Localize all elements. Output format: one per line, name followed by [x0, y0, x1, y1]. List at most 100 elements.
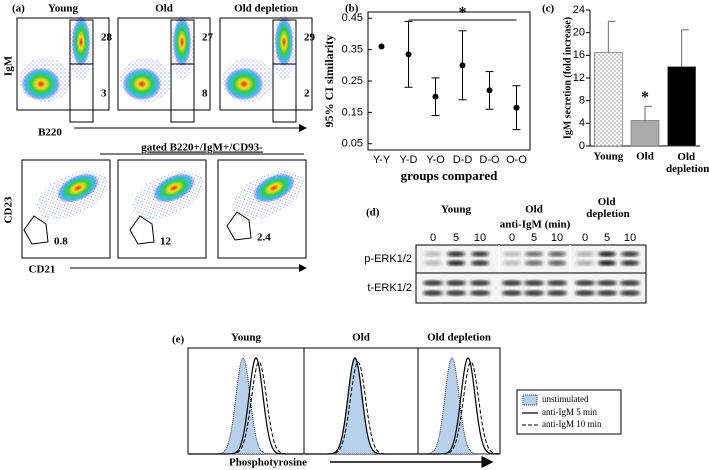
band [470, 290, 490, 296]
x-tick-label: Y-D [400, 154, 418, 166]
band [446, 290, 466, 296]
band [548, 251, 566, 257]
group-title: Old [352, 332, 370, 344]
band [502, 280, 522, 286]
cell-density [57, 173, 99, 203]
cell-density [253, 173, 295, 203]
panel-label: (a) [12, 3, 25, 15]
band [620, 290, 640, 296]
y-tick-label: 0.25 [342, 75, 363, 87]
bar [667, 66, 696, 147]
band [447, 260, 465, 266]
point [513, 104, 520, 111]
y-tick-label: 8 [579, 95, 585, 107]
histogram-unstimulated [305, 357, 417, 455]
band [598, 260, 616, 266]
flow-plot [16, 16, 110, 123]
y-tick-label: 16 [573, 49, 585, 61]
x-tick-label: Young [593, 151, 623, 163]
cell-density [72, 18, 90, 66]
band [597, 280, 617, 286]
y-tick-label: 4 [579, 117, 585, 129]
y-tick-label: 20 [573, 27, 585, 39]
treatment-label: anti-IgM (min) [500, 219, 571, 231]
band [576, 251, 594, 257]
group-title: Old [525, 204, 543, 216]
band [471, 251, 489, 257]
gate-value: 8 [202, 88, 208, 100]
band [547, 280, 567, 286]
y-tick-label: 0.35 [342, 44, 363, 56]
band [503, 260, 521, 266]
cell-density [123, 68, 161, 100]
gate [170, 19, 195, 123]
band [548, 260, 566, 266]
y-axis-label: 95% CI similarity [322, 35, 336, 128]
significance: * [459, 5, 467, 22]
point [486, 87, 493, 94]
lane-label: 0 [582, 232, 588, 244]
x-tick-label: D-D [453, 154, 473, 166]
lane-label: 5 [531, 232, 537, 244]
bar [594, 52, 623, 147]
legend-swatch [522, 394, 538, 406]
band [597, 290, 617, 296]
group-title: Old depletion [586, 196, 629, 220]
band [446, 280, 466, 286]
gate-value: 12 [160, 236, 172, 248]
flow-plot [21, 159, 111, 259]
point [432, 93, 439, 100]
gate-value: 28 [101, 32, 113, 44]
y-tick-label: 0.45 [342, 12, 363, 24]
gate-value: 3 [101, 88, 107, 100]
x-tick-label: Old [636, 151, 654, 163]
cell-density [225, 68, 263, 100]
gate [226, 211, 252, 241]
point [378, 43, 385, 50]
band [423, 280, 443, 286]
point [405, 51, 412, 58]
band [525, 251, 543, 257]
x-tick-label: D-O [479, 154, 500, 166]
gate-value: 27 [202, 32, 214, 44]
lane-label: 10 [474, 232, 486, 244]
axis-label: B220 [38, 127, 62, 139]
band [423, 290, 443, 296]
y-tick-label: 0 [579, 140, 585, 152]
y-tick-label: 0.15 [342, 106, 363, 118]
gating-label: gated B220+/IgM+/CD93- [141, 142, 263, 154]
panel-label: (d) [366, 207, 380, 219]
gate [69, 19, 94, 123]
gate-value: 0.8 [54, 236, 68, 248]
band [598, 251, 616, 257]
group-title: Old depletion [427, 332, 491, 344]
band [620, 280, 640, 286]
band [502, 290, 522, 296]
band [547, 290, 567, 296]
cell-density [173, 18, 191, 66]
band [524, 290, 544, 296]
cell-density [275, 18, 293, 66]
band [576, 260, 594, 266]
gate-value: 2.4 [257, 232, 271, 244]
flow-plot [217, 159, 307, 259]
x-axis-label: groups compared [401, 168, 498, 183]
histogram-10min [305, 361, 417, 455]
band [621, 260, 639, 266]
flow-plot [117, 16, 211, 123]
bar [630, 120, 660, 147]
band [621, 251, 639, 257]
band [447, 251, 465, 257]
x-tick-label: Old depletion [666, 151, 709, 175]
axis-label: IgM [3, 55, 15, 76]
x-axis-label: Phosphotyrosine [229, 457, 307, 469]
histogram-10min [419, 361, 499, 455]
histogram-unstimulated [419, 357, 499, 455]
gate [129, 215, 155, 245]
y-tick-label: 0.05 [342, 138, 363, 150]
band [424, 260, 442, 266]
axis-label: CD23 [3, 196, 15, 223]
flow-plot [117, 159, 207, 259]
gate-value: 29 [304, 32, 316, 44]
